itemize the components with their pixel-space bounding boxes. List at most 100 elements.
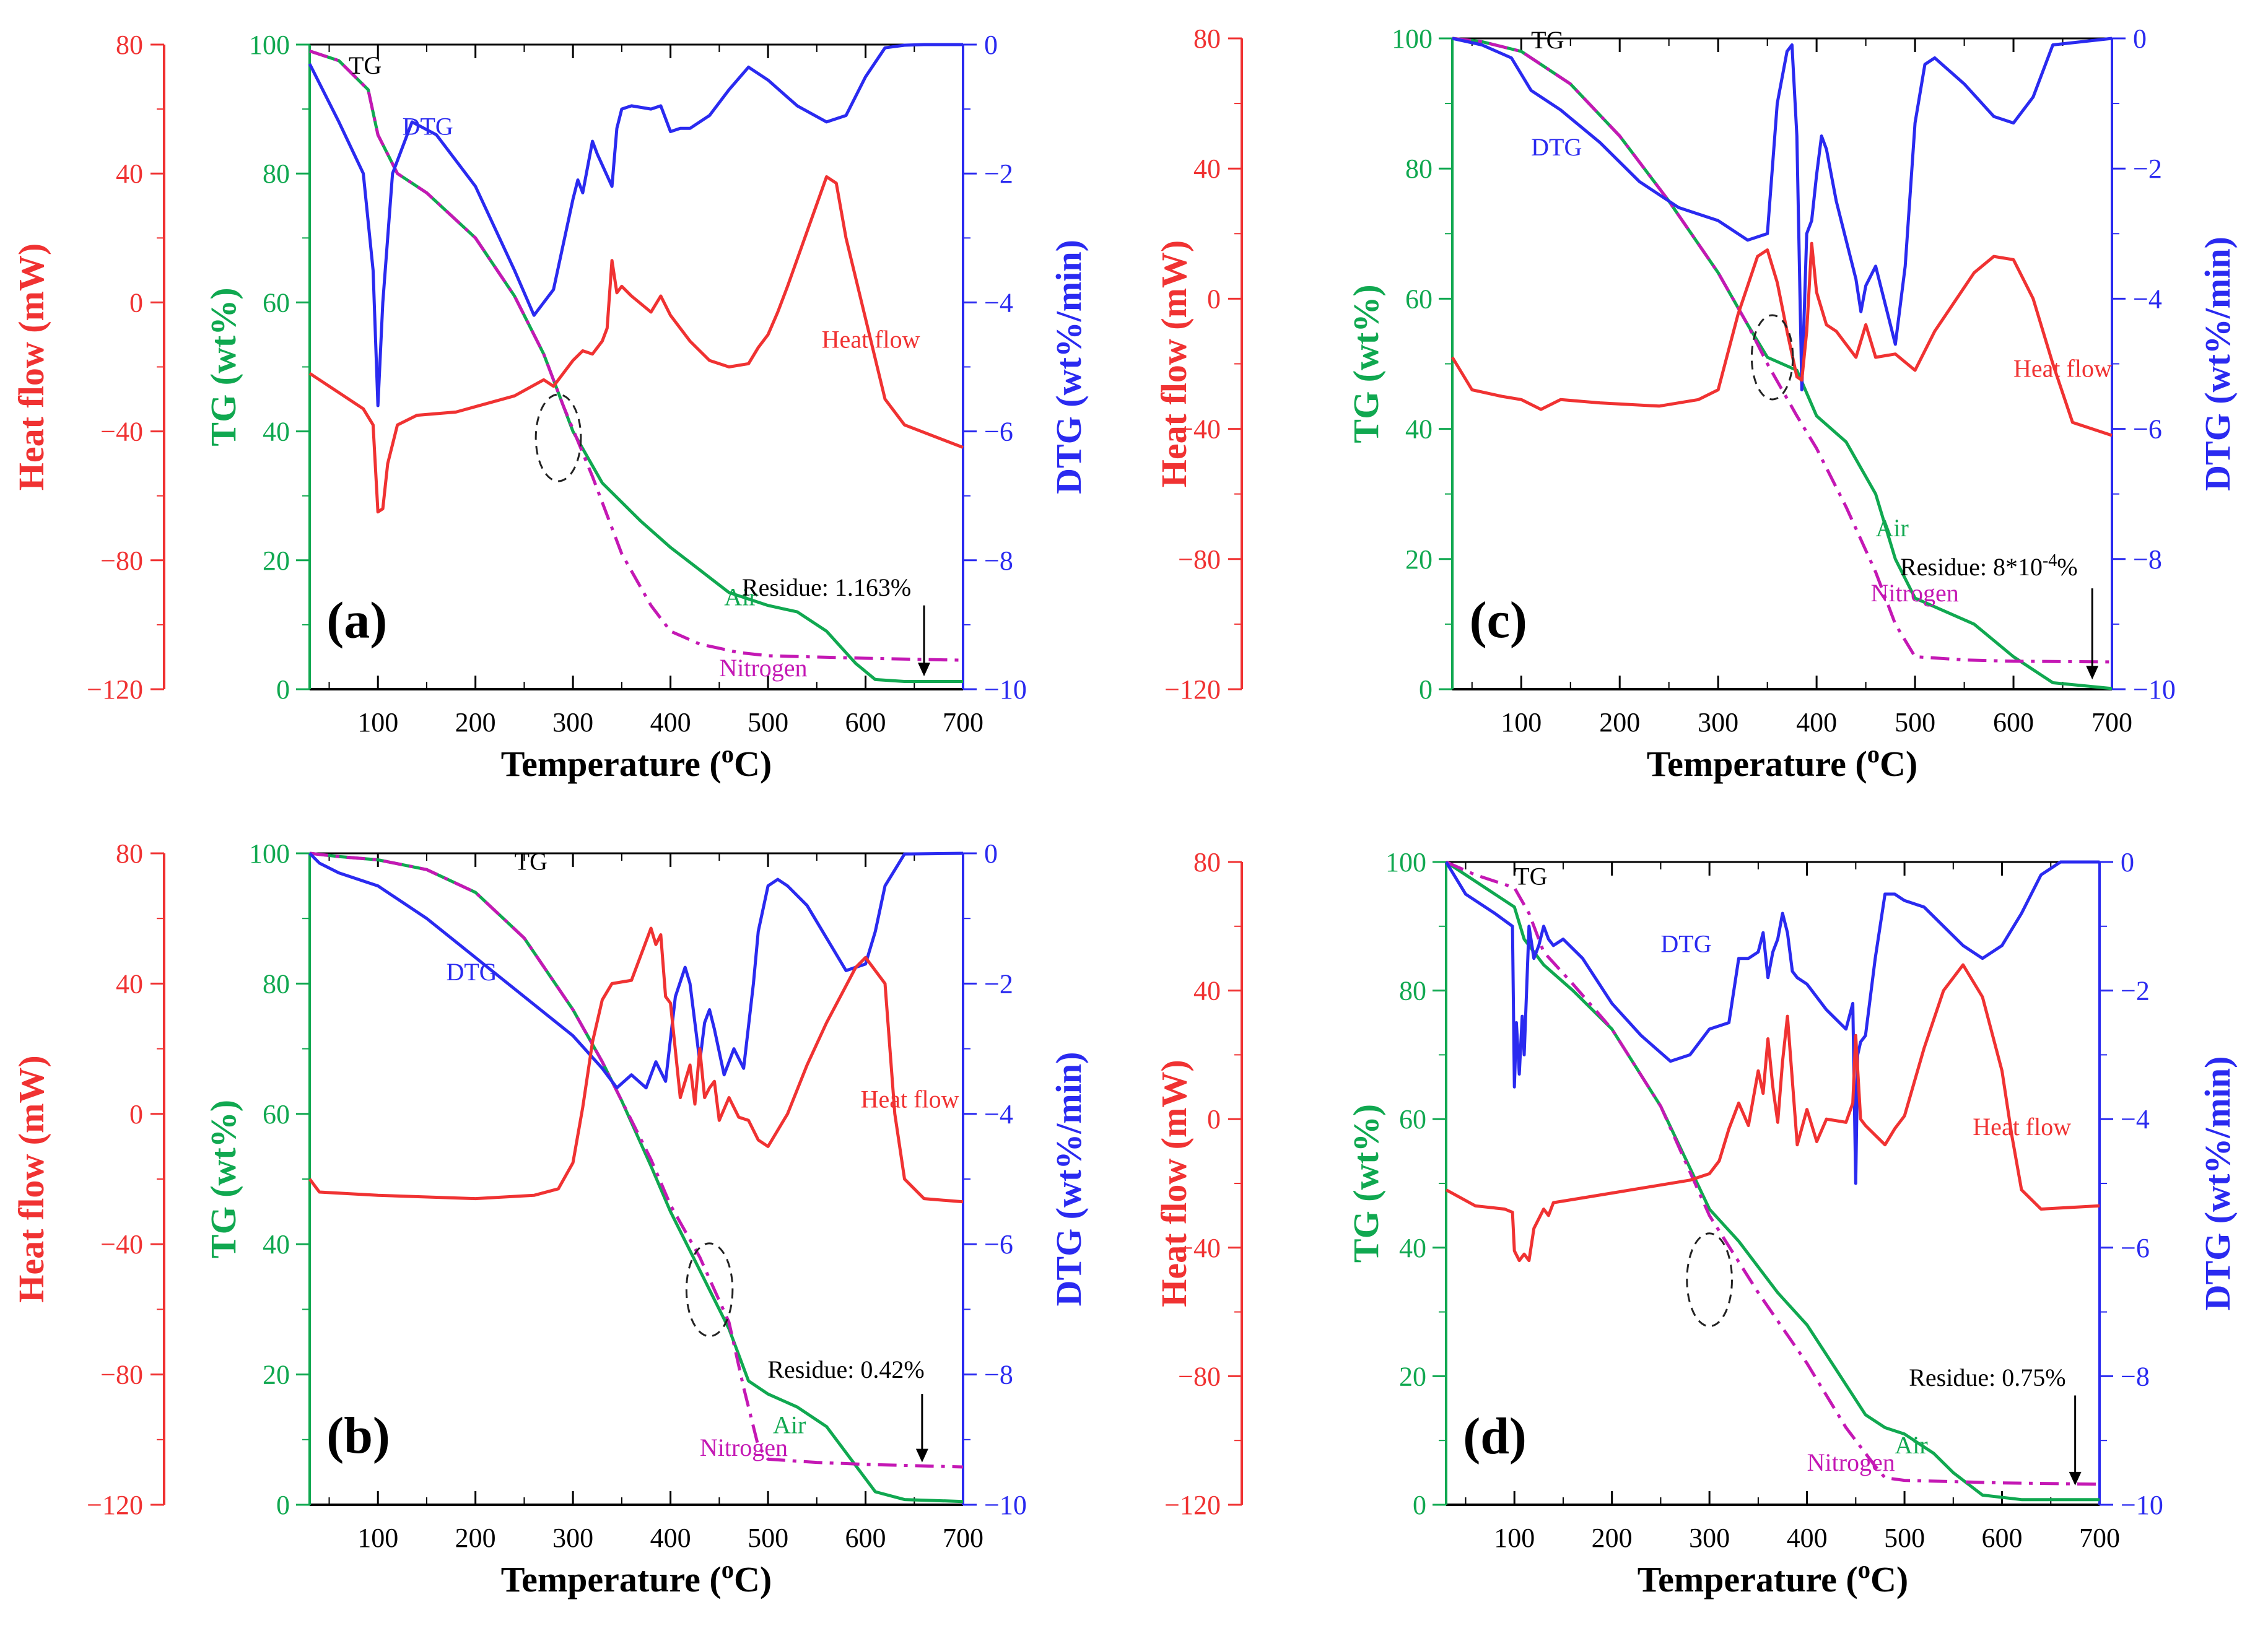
dtg-tick-label: −4	[2133, 284, 2162, 314]
heat-flow-tick-label: −40	[100, 417, 143, 447]
x-tick-label: 100	[357, 707, 398, 738]
dtg-tick-label: −4	[984, 287, 1013, 318]
residue-annotation: Residue: 8*10-4%	[1900, 551, 2078, 581]
dtg-annotation: DTG	[1660, 929, 1711, 957]
air-annotation: Air	[1876, 514, 1909, 542]
heat-flow-annotation: Heat flow	[861, 1085, 959, 1113]
dtg-annotation: DTG	[446, 958, 497, 986]
tg-annotation: TG	[1514, 862, 1547, 890]
panel-label: (b)	[326, 1407, 390, 1465]
x-tick-label: 300	[552, 707, 593, 738]
x-tick-label: 500	[1895, 707, 1935, 738]
residue-arrow-head	[918, 663, 931, 677]
tg-tick-label: 60	[1405, 284, 1433, 314]
tg-air-line	[309, 851, 964, 1504]
x-tick-label: 100	[1494, 1523, 1535, 1553]
tg-nitrogen-line	[309, 50, 964, 662]
tg-tick-label: 20	[1399, 1361, 1426, 1391]
highlight-circle	[1750, 314, 1794, 401]
x-tick-label: 200	[1599, 707, 1640, 738]
dtg-tick-label: −4	[984, 1099, 1013, 1130]
heat-flow-tick-label: −120	[1164, 1490, 1221, 1520]
x-tick-label: 600	[845, 707, 886, 738]
tg-tick-label: 40	[1405, 414, 1433, 445]
dtg-tick-label: −4	[2121, 1104, 2150, 1134]
dtg-line	[1452, 37, 2113, 391]
x-tick-label: 400	[650, 707, 691, 738]
dtg-tick-label: −8	[984, 1360, 1013, 1390]
x-axis-title: Temperature (oC)	[1647, 740, 1918, 785]
dtg-tick-label: −6	[2121, 1233, 2150, 1263]
dtg-tick-label: −2	[2133, 154, 2162, 184]
tg-tick-label: 60	[263, 287, 290, 318]
dtg-line	[308, 43, 963, 407]
x-tick-label: 200	[455, 707, 496, 738]
tg-tick-label: 80	[1405, 154, 1433, 184]
residue-annotation: Residue: 1.163%	[742, 573, 911, 601]
dtg-tick-label: 0	[2121, 847, 2134, 877]
dtg-axis-title: DTG (wt%/min)	[2197, 1056, 2238, 1311]
tg-air-line	[1445, 860, 2100, 1502]
tg-tick-label: 20	[1405, 544, 1433, 575]
dtg-line	[308, 851, 964, 1090]
heat-flow-tick-label: 0	[1207, 284, 1221, 314]
dtg-tick-label: −10	[984, 1490, 1027, 1520]
x-tick-label: 200	[455, 1523, 496, 1553]
heat-flow-tick-label: 80	[1193, 24, 1221, 54]
highlight-circle	[685, 1242, 734, 1338]
tg-tick-label: 20	[263, 1360, 290, 1390]
residue-annotation: Residue: 0.75%	[1909, 1364, 2065, 1391]
x-tick-label: 600	[1993, 707, 2034, 738]
x-tick-label: 700	[943, 1523, 984, 1553]
x-axis-title: Temperature (oC)	[1638, 1556, 1909, 1600]
tg-tick-label: 100	[249, 838, 290, 869]
nitrogen-annotation: Nitrogen	[1807, 1448, 1895, 1476]
heat-flow-tick-label: −120	[87, 674, 143, 705]
dtg-tick-label: 0	[984, 30, 998, 60]
dtg-axis-title: DTG (wt%/min)	[1049, 240, 1089, 494]
dtg-tick-label: −2	[984, 159, 1013, 189]
tg-tick-label: 0	[1413, 1490, 1426, 1520]
heat-flow-tick-label: −80	[1178, 544, 1221, 575]
dtg-tick-label: −8	[2121, 1361, 2150, 1391]
x-tick-label: 200	[1592, 1523, 1633, 1553]
heat-flow-tick-label: −40	[100, 1229, 143, 1260]
x-tick-label: 100	[357, 1523, 398, 1553]
tg-tick-label: 60	[263, 1099, 290, 1130]
residue-arrow-head	[2069, 1471, 2082, 1486]
heat-flow-annotation: Heat flow	[1973, 1113, 2071, 1141]
panel-label: (a)	[326, 592, 387, 650]
heat-flow-tick-label: 40	[116, 159, 143, 189]
tg-tick-label: 100	[1392, 24, 1433, 54]
heat-flow-axis-title: Heat flow (mW)	[11, 243, 51, 490]
residue-annotation: Residue: 0.42%	[767, 1356, 924, 1383]
heat-flow-tick-label: −80	[100, 1360, 143, 1390]
heat-flow-tick-label: 0	[129, 1099, 143, 1130]
tg-annotation: TG	[515, 847, 547, 875]
x-tick-label: 300	[1689, 1523, 1730, 1553]
tg-axis-title: TG (wt%)	[203, 1100, 243, 1258]
heat-flow-annotation: Heat flow	[2013, 355, 2112, 383]
air-annotation: Air	[773, 1411, 806, 1439]
x-tick-label: 100	[1501, 707, 1542, 738]
x-tick-label: 400	[1796, 707, 1837, 738]
tg-axis-title: TG (wt%)	[1346, 284, 1386, 443]
heat-flow-line	[308, 175, 964, 514]
heat-flow-tick-label: 40	[1193, 154, 1221, 184]
heat-flow-tick-label: 40	[116, 968, 143, 999]
tg-nitrogen-line	[1452, 37, 2113, 664]
heat-flow-tick-label: −80	[100, 546, 143, 576]
air-annotation: Air	[724, 583, 757, 611]
dtg-tick-label: −6	[984, 1229, 1013, 1260]
dtg-annotation: DTG	[403, 113, 453, 141]
heat-flow-tick-label: 80	[116, 838, 143, 869]
heat-flow-tick-label: −120	[87, 1490, 143, 1520]
x-tick-label: 600	[845, 1523, 886, 1553]
x-tick-label: 600	[1982, 1523, 2023, 1553]
dtg-axis-title: DTG (wt%/min)	[1049, 1052, 1089, 1307]
dtg-line	[1444, 860, 2100, 1185]
tg-tick-label: 40	[1399, 1233, 1426, 1263]
heat-flow-tick-label: −120	[1164, 674, 1221, 705]
